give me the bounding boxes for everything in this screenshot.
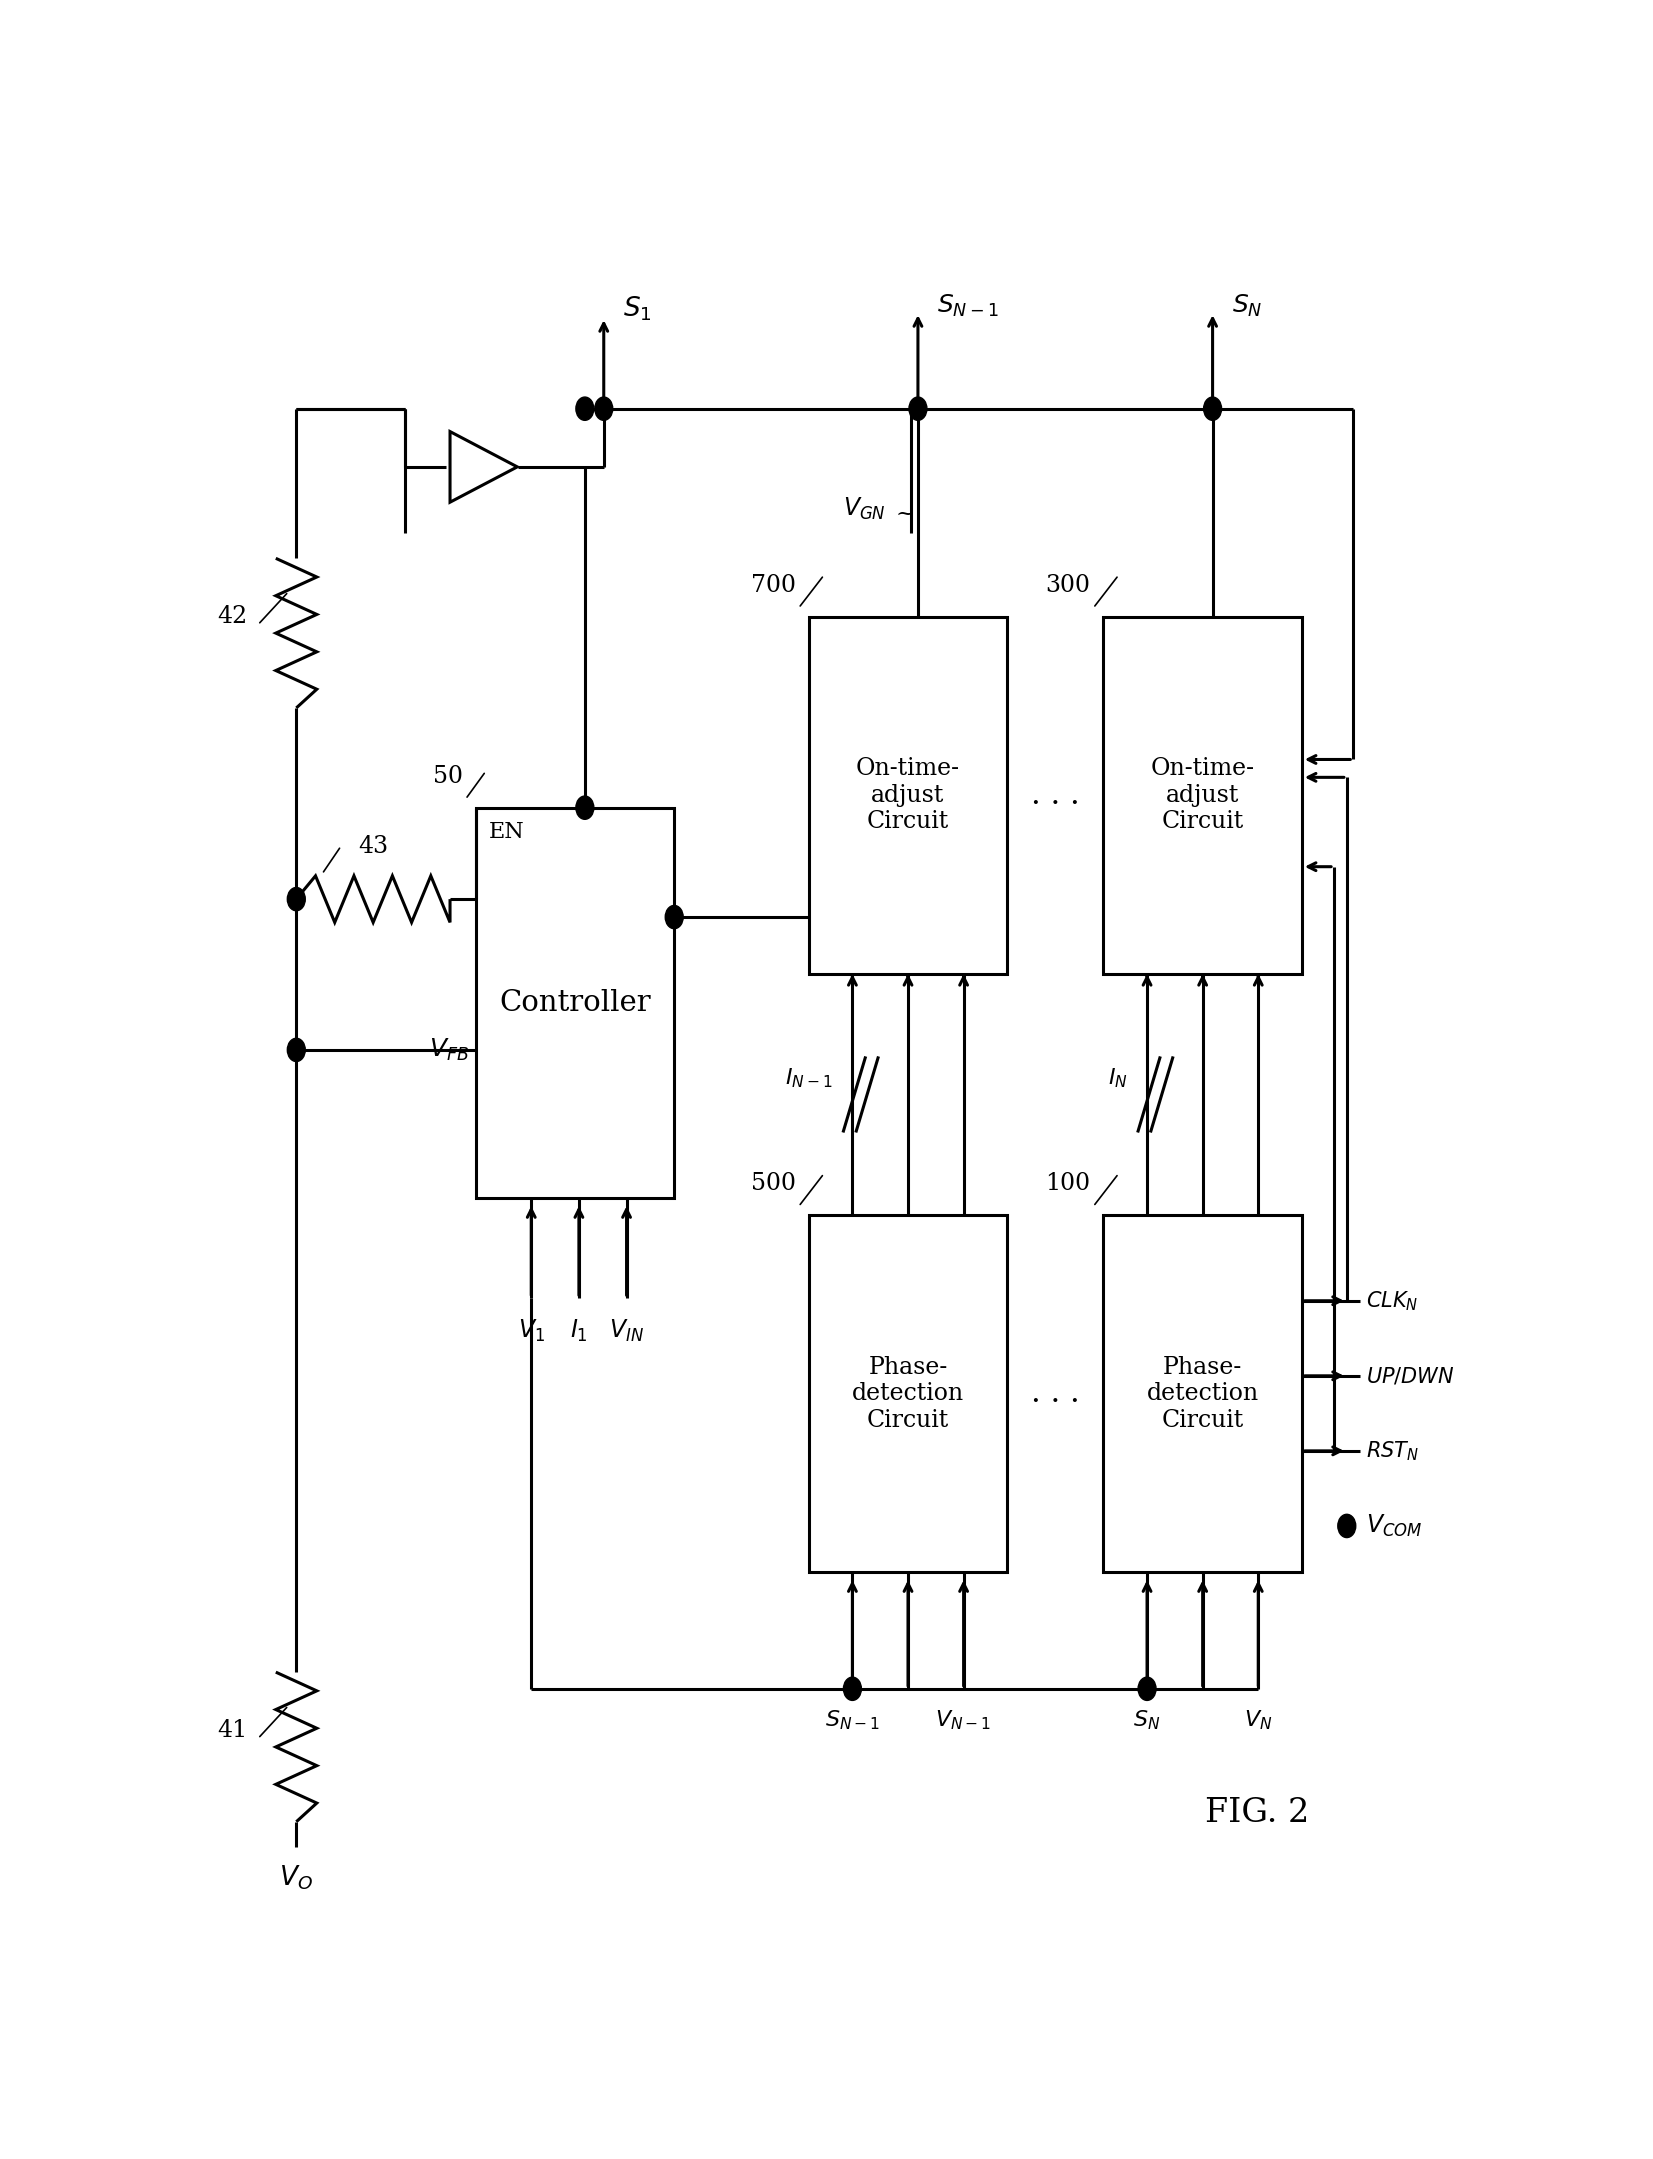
Text: Phase-
detection
Circuit: Phase- detection Circuit	[1147, 1356, 1258, 1431]
Circle shape	[595, 397, 613, 421]
Text: 41: 41	[217, 1719, 248, 1742]
Text: 42: 42	[217, 605, 248, 628]
Circle shape	[843, 1678, 861, 1701]
Text: $V_{FB}$: $V_{FB}$	[430, 1036, 469, 1062]
Bar	[1104, 617, 1303, 974]
Text: $V_{COM}$: $V_{COM}$	[1365, 1513, 1423, 1539]
Text: $I_1$: $I_1$	[570, 1317, 588, 1345]
Text: EN: EN	[489, 820, 524, 842]
Text: 700: 700	[750, 574, 797, 596]
Text: 43: 43	[359, 836, 388, 857]
Text: Phase-
detection
Circuit: Phase- detection Circuit	[851, 1356, 964, 1431]
Text: $V_{GN}$: $V_{GN}$	[843, 494, 886, 522]
Text: . . .: . . .	[1031, 1377, 1079, 1410]
Bar	[1104, 1216, 1303, 1572]
Bar	[808, 1216, 1007, 1572]
Circle shape	[1203, 397, 1222, 421]
Circle shape	[665, 905, 683, 928]
Circle shape	[575, 797, 593, 818]
Text: $V_N$: $V_N$	[1245, 1708, 1273, 1732]
Text: . . .: . . .	[1031, 779, 1079, 812]
Bar	[808, 617, 1007, 974]
Text: $S_N$: $S_N$	[1231, 291, 1263, 320]
Text: 100: 100	[1045, 1172, 1091, 1196]
Text: $S_{N-1}$: $S_{N-1}$	[825, 1708, 879, 1732]
Circle shape	[288, 887, 306, 911]
Text: $S_N$: $S_N$	[1134, 1708, 1160, 1732]
Circle shape	[1337, 1513, 1355, 1537]
Text: $I_N$: $I_N$	[1108, 1067, 1127, 1090]
Text: $S_{N-1}$: $S_{N-1}$	[937, 291, 998, 320]
Text: $V_O$: $V_O$	[279, 1863, 312, 1891]
Text: $V_{IN}$: $V_{IN}$	[608, 1317, 645, 1345]
Text: On-time-
adjust
Circuit: On-time- adjust Circuit	[856, 758, 960, 833]
Text: On-time-
adjust
Circuit: On-time- adjust Circuit	[1150, 758, 1255, 833]
Text: ~: ~	[896, 503, 914, 525]
Circle shape	[909, 397, 927, 421]
Text: 500: 500	[750, 1172, 797, 1196]
Text: 300: 300	[1046, 574, 1091, 596]
Text: Controller: Controller	[499, 989, 651, 1017]
Text: $V_1$: $V_1$	[517, 1317, 545, 1345]
Text: 50: 50	[433, 764, 463, 788]
Text: $I_{N-1}$: $I_{N-1}$	[785, 1067, 833, 1090]
Bar	[476, 807, 674, 1198]
Circle shape	[288, 1038, 306, 1062]
Text: $UP/DWN$: $UP/DWN$	[1365, 1364, 1455, 1386]
Text: $RST_N$: $RST_N$	[1365, 1440, 1418, 1462]
Circle shape	[1139, 1678, 1155, 1701]
Text: $CLK_N$: $CLK_N$	[1365, 1289, 1418, 1313]
Circle shape	[575, 397, 593, 421]
Text: $V_{N-1}$: $V_{N-1}$	[936, 1708, 992, 1732]
Text: $S_1$: $S_1$	[623, 294, 651, 324]
Text: FIG. 2: FIG. 2	[1205, 1798, 1309, 1829]
